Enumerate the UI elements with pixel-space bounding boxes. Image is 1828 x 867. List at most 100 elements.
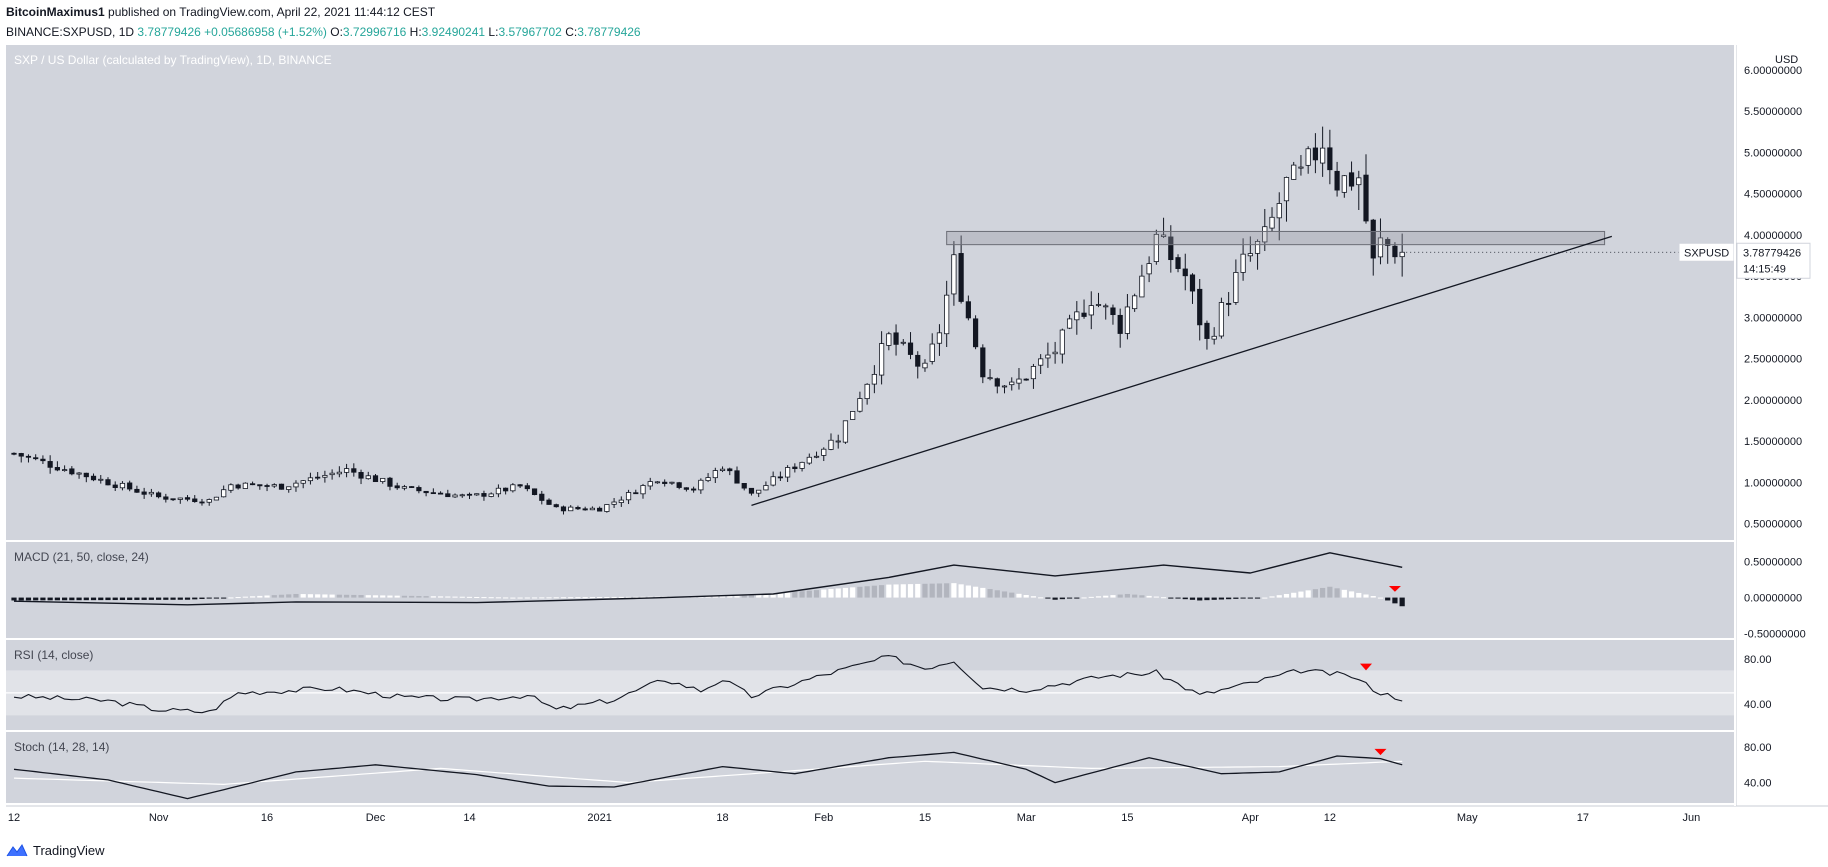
macd-histogram-bar bbox=[1110, 595, 1116, 598]
candle-body bbox=[1233, 272, 1239, 303]
macd-histogram-bar bbox=[958, 584, 964, 598]
macd-histogram-bar bbox=[1052, 597, 1058, 600]
macd-histogram-bar bbox=[329, 594, 335, 598]
macd-histogram-bar bbox=[633, 596, 639, 598]
macd-histogram-bar bbox=[987, 589, 993, 598]
stoch-title: Stoch (14, 28, 14) bbox=[14, 740, 109, 754]
macd-histogram-bar bbox=[1066, 597, 1073, 599]
author-name[interactable]: BitcoinMaximus1 bbox=[6, 5, 105, 19]
macd-histogram-bar bbox=[712, 596, 718, 598]
price-tick-label: 1.50000000 bbox=[1744, 436, 1802, 448]
macd-histogram-bar bbox=[105, 597, 111, 601]
macd-histogram-bar bbox=[799, 591, 805, 598]
candle-body bbox=[886, 333, 892, 346]
macd-histogram-bar bbox=[1009, 592, 1015, 598]
stoch-k-line bbox=[13, 751, 1403, 800]
macd-histogram-bar bbox=[242, 596, 248, 598]
candle-body bbox=[380, 477, 386, 482]
candle-body bbox=[1211, 335, 1217, 340]
candle-body bbox=[1066, 318, 1073, 329]
ohlc-high: 3.92490241 bbox=[421, 25, 486, 39]
macd-histogram-bar bbox=[510, 597, 516, 599]
ohlc-open: 3.72996716 bbox=[342, 25, 407, 39]
candle-body bbox=[850, 411, 856, 420]
macd-histogram-bar bbox=[11, 597, 17, 601]
macd-histogram-bar bbox=[524, 597, 530, 599]
candle-body bbox=[25, 455, 32, 458]
macd-histogram-bar bbox=[1276, 595, 1282, 598]
macd-histogram-bar bbox=[748, 595, 755, 598]
candle-body bbox=[676, 482, 682, 488]
candle-body bbox=[893, 332, 899, 345]
candle-body bbox=[1327, 147, 1333, 171]
macd-histogram-bar bbox=[372, 595, 379, 598]
macd-histogram-bar bbox=[503, 597, 509, 599]
candle-body bbox=[568, 506, 574, 512]
candle-body bbox=[62, 469, 68, 472]
macd-histogram-bar bbox=[1088, 596, 1094, 598]
candle-body bbox=[922, 362, 928, 369]
price-axis-background bbox=[1736, 45, 1828, 826]
stoch-d-line bbox=[13, 760, 1403, 786]
candle-body bbox=[430, 492, 436, 495]
candle-body bbox=[1204, 322, 1210, 339]
macd-histogram-bar bbox=[445, 596, 451, 598]
candle-body bbox=[691, 488, 697, 491]
rsi-line bbox=[13, 655, 1403, 714]
price-tick-label: 3.00000000 bbox=[1744, 312, 1802, 324]
macd-histogram-bar bbox=[1269, 596, 1275, 598]
macd-histogram-bar bbox=[886, 584, 892, 598]
macd-histogram-bar bbox=[835, 588, 841, 598]
macd-histogram-bar bbox=[192, 597, 198, 600]
macd-tick-label: -0.50000000 bbox=[1744, 629, 1806, 641]
price-change: +0.05686958 (+1.52%) bbox=[204, 25, 327, 39]
candle-body bbox=[322, 474, 328, 478]
last-price: 3.78779426 bbox=[137, 25, 201, 39]
macd-histogram-bar bbox=[1262, 597, 1268, 599]
candle-body bbox=[1320, 147, 1326, 164]
candle-body bbox=[669, 481, 675, 484]
candle-body bbox=[741, 483, 747, 489]
candle-body bbox=[951, 254, 957, 295]
candle-body bbox=[343, 468, 350, 473]
candle-body bbox=[1247, 253, 1253, 257]
macd-histogram-bar bbox=[119, 597, 126, 601]
candle-body bbox=[1059, 329, 1065, 355]
candle-body bbox=[517, 484, 523, 487]
time-tick-label: 18 bbox=[716, 812, 728, 824]
candle-body bbox=[1038, 358, 1044, 366]
chart-header: BitcoinMaximus1 published on TradingView… bbox=[6, 4, 641, 40]
candle-body bbox=[698, 479, 704, 491]
macd-histogram-bar bbox=[141, 597, 147, 600]
candle-body bbox=[770, 476, 776, 486]
footer-brand[interactable]: TradingView bbox=[6, 841, 105, 859]
candle-body bbox=[756, 489, 762, 494]
macd-histogram-bar bbox=[394, 595, 400, 598]
candle-body bbox=[1197, 288, 1203, 326]
candle-body bbox=[466, 493, 473, 496]
macd-histogram-bar bbox=[25, 597, 32, 601]
candle-body bbox=[1168, 236, 1174, 261]
publish-info: published on TradingView.com, April 22, … bbox=[104, 5, 436, 19]
candle-body bbox=[806, 456, 812, 464]
time-tick-label: 15 bbox=[919, 812, 931, 824]
macd-histogram-bar bbox=[770, 593, 776, 598]
macd-histogram-bar bbox=[828, 588, 834, 598]
macd-histogram-bar bbox=[423, 596, 429, 598]
macd-histogram-bar bbox=[1356, 592, 1362, 598]
candle-body bbox=[184, 497, 191, 500]
time-tick-label: Dec bbox=[366, 812, 386, 824]
macd-histogram-bar bbox=[929, 583, 935, 598]
candle-body bbox=[539, 493, 545, 501]
candle-body bbox=[127, 482, 133, 490]
stoch-bearish-marker-icon bbox=[1374, 748, 1387, 756]
ohlc-low: 3.57967702 bbox=[498, 25, 562, 39]
macd-histogram-bar bbox=[437, 596, 444, 598]
macd-pane bbox=[11, 552, 1405, 607]
macd-histogram-bar bbox=[575, 597, 581, 599]
pane-left-gap bbox=[0, 45, 6, 806]
candle-body bbox=[155, 492, 162, 498]
macd-histogram-bar bbox=[156, 597, 162, 600]
candle-body bbox=[170, 498, 176, 501]
